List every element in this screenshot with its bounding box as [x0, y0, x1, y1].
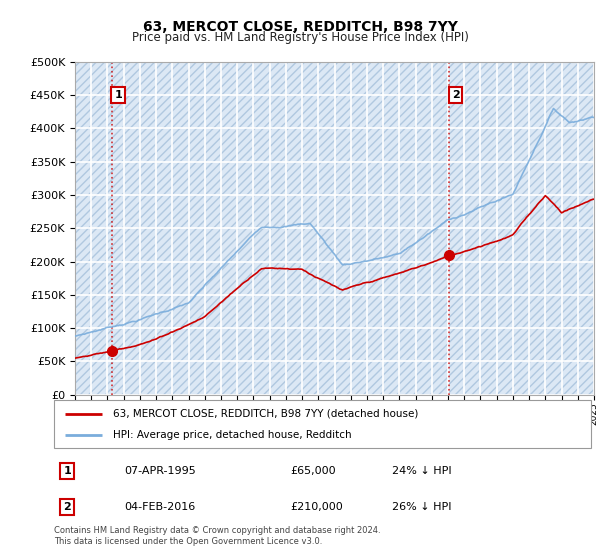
Text: HPI: Average price, detached house, Redditch: HPI: Average price, detached house, Redd…: [113, 430, 352, 440]
Text: 2: 2: [64, 502, 71, 512]
Text: 04-FEB-2016: 04-FEB-2016: [124, 502, 195, 512]
FancyBboxPatch shape: [54, 400, 591, 448]
Text: 26% ↓ HPI: 26% ↓ HPI: [392, 502, 452, 512]
Text: Contains HM Land Registry data © Crown copyright and database right 2024.
This d: Contains HM Land Registry data © Crown c…: [54, 526, 380, 546]
Text: 24% ↓ HPI: 24% ↓ HPI: [392, 466, 452, 476]
Text: 2: 2: [452, 90, 460, 100]
Text: £210,000: £210,000: [290, 502, 343, 512]
Text: Price paid vs. HM Land Registry's House Price Index (HPI): Price paid vs. HM Land Registry's House …: [131, 31, 469, 44]
Text: 63, MERCOT CLOSE, REDDITCH, B98 7YY: 63, MERCOT CLOSE, REDDITCH, B98 7YY: [143, 20, 457, 34]
Text: 1: 1: [64, 466, 71, 476]
Text: 63, MERCOT CLOSE, REDDITCH, B98 7YY (detached house): 63, MERCOT CLOSE, REDDITCH, B98 7YY (det…: [113, 409, 418, 419]
Text: £65,000: £65,000: [290, 466, 336, 476]
Text: 07-APR-1995: 07-APR-1995: [124, 466, 196, 476]
Text: 1: 1: [114, 90, 122, 100]
